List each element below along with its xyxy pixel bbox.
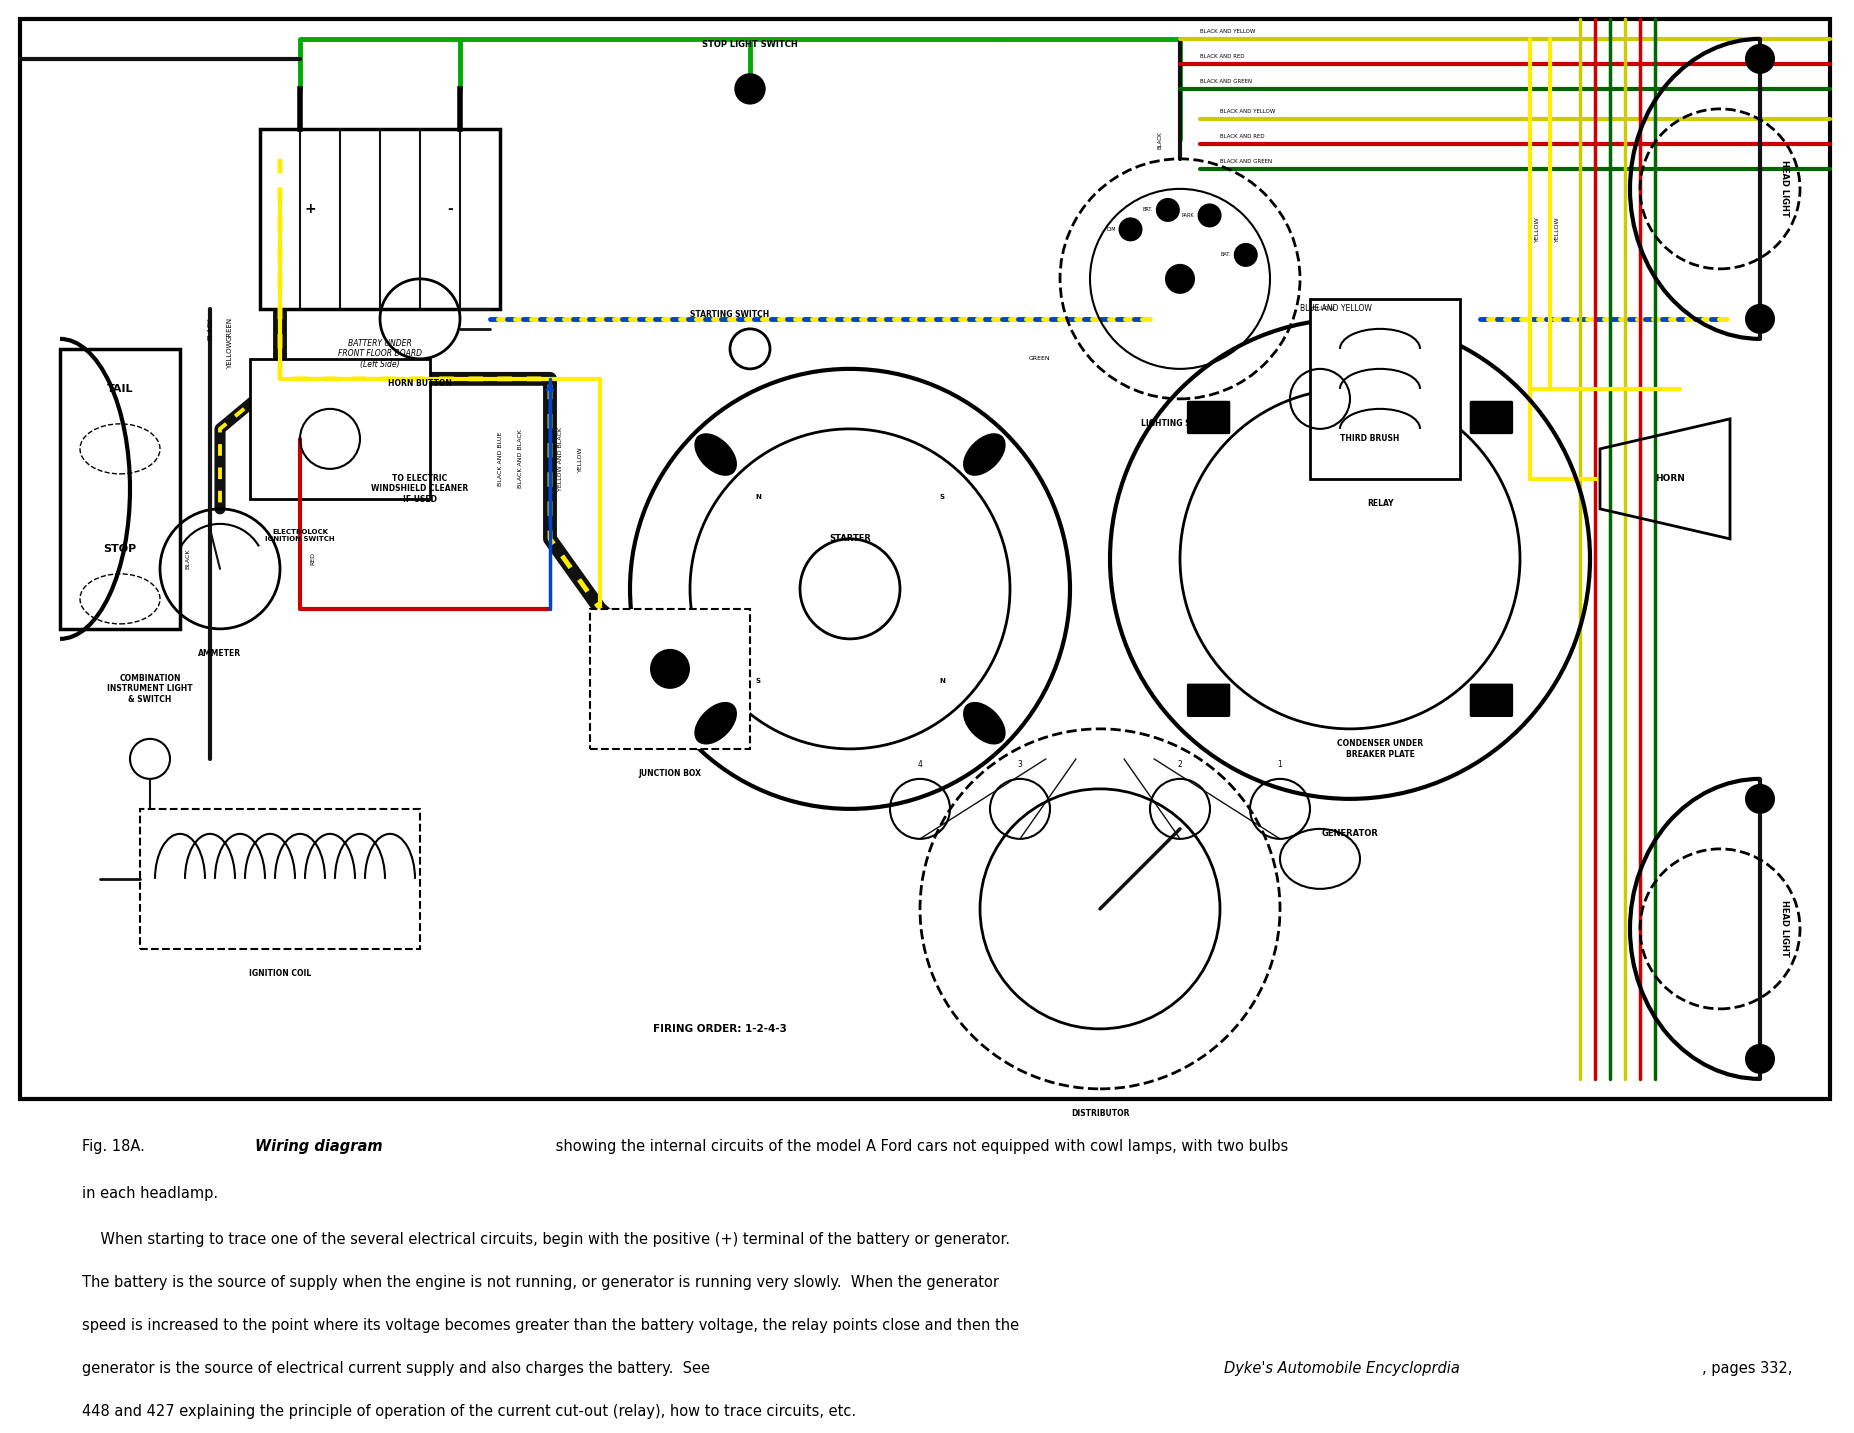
Circle shape	[1118, 218, 1142, 241]
Ellipse shape	[964, 434, 1005, 476]
Text: GENERATOR: GENERATOR	[1322, 828, 1378, 838]
Text: BLACK AND RED: BLACK AND RED	[1220, 133, 1264, 139]
Text: , pages 332,: , pages 332,	[1702, 1361, 1793, 1376]
Circle shape	[1745, 1043, 1774, 1073]
Text: JUNCTION BOX: JUNCTION BOX	[638, 770, 701, 778]
Text: YELLOW: YELLOW	[1535, 216, 1541, 242]
Circle shape	[651, 649, 690, 689]
Text: TO ELECTRIC
WINDSHIELD CLEANER
IF USED: TO ELECTRIC WINDSHIELD CLEANER IF USED	[371, 474, 469, 504]
Ellipse shape	[964, 702, 1005, 744]
Text: speed is increased to the point where its voltage becomes greater than the batte: speed is increased to the point where it…	[82, 1318, 1020, 1333]
Circle shape	[1745, 784, 1774, 814]
Circle shape	[1155, 198, 1179, 222]
Text: FIRING ORDER: 1-2-4-3: FIRING ORDER: 1-2-4-3	[653, 1023, 786, 1033]
Text: BLACK AND GREEN: BLACK AND GREEN	[1220, 159, 1272, 163]
Text: When starting to trace one of the several electrical circuits, begin with the po: When starting to trace one of the severa…	[82, 1232, 1010, 1247]
Text: YELLOW: YELLOW	[226, 341, 234, 368]
Text: STARTING SWITCH: STARTING SWITCH	[690, 310, 769, 320]
Text: 1: 1	[1277, 759, 1283, 770]
Text: YELLOW: YELLOW	[1556, 216, 1559, 242]
Text: CONDENSER UNDER
BREAKER PLATE: CONDENSER UNDER BREAKER PLATE	[1337, 739, 1424, 759]
Text: BRT.: BRT.	[1142, 208, 1153, 212]
Bar	[250, 358, 430, 499]
FancyBboxPatch shape	[1470, 685, 1513, 716]
FancyBboxPatch shape	[1188, 401, 1229, 433]
Text: 4: 4	[918, 759, 923, 770]
Ellipse shape	[695, 702, 736, 744]
Text: BLACK: BLACK	[185, 549, 189, 569]
Text: S: S	[756, 678, 760, 684]
Text: ELECTROLOCK
IGNITION SWITCH: ELECTROLOCK IGNITION SWITCH	[265, 529, 336, 542]
Text: Fig. 18A.: Fig. 18A.	[82, 1139, 154, 1155]
Text: GREEN: GREEN	[1029, 357, 1049, 361]
Text: HORN BUTTON: HORN BUTTON	[387, 378, 452, 388]
Text: 448 and 427 explaining the principle of operation of the current cut-out (relay): 448 and 427 explaining the principle of …	[82, 1404, 857, 1419]
Text: PARK: PARK	[1183, 214, 1194, 218]
Text: N: N	[938, 678, 946, 684]
Circle shape	[1745, 44, 1774, 75]
Text: GREEN: GREEN	[226, 317, 234, 341]
Text: The battery is the source of supply when the engine is not running, or generator: The battery is the source of supply when…	[82, 1275, 999, 1290]
Text: HEAD LIGHT: HEAD LIGHT	[1780, 160, 1789, 218]
Text: RELAY: RELAY	[1366, 499, 1392, 507]
Text: DIM: DIM	[1107, 226, 1116, 232]
Text: 3: 3	[1018, 759, 1022, 770]
Text: Wiring diagram: Wiring diagram	[256, 1139, 384, 1155]
Circle shape	[734, 75, 766, 103]
Text: in each headlamp.: in each headlamp.	[82, 1185, 219, 1201]
Bar	[590, 609, 751, 749]
Circle shape	[1745, 304, 1774, 334]
Text: Dyke's Automobile Encycloprdia: Dyke's Automobile Encycloprdia	[1224, 1361, 1459, 1376]
Text: BLACK AND BLACK: BLACK AND BLACK	[517, 430, 523, 489]
Text: THIRD BRUSH: THIRD BRUSH	[1340, 434, 1400, 443]
Text: 2: 2	[1177, 759, 1183, 770]
Text: LIGHTING SWITCH: LIGHTING SWITCH	[1140, 418, 1220, 428]
FancyBboxPatch shape	[1470, 401, 1513, 433]
Text: YELLOW AND BLACK: YELLOW AND BLACK	[558, 427, 562, 492]
Bar	[260, 129, 501, 310]
Text: -: -	[447, 202, 452, 216]
Text: DISTRIBUTOR: DISTRIBUTOR	[1072, 1109, 1129, 1118]
FancyBboxPatch shape	[1188, 685, 1229, 716]
Circle shape	[1198, 203, 1222, 228]
Text: BLACK AND YELLOW: BLACK AND YELLOW	[1220, 109, 1276, 113]
Text: YELLOW: YELLOW	[577, 446, 582, 471]
Text: AMMETER: AMMETER	[198, 649, 241, 658]
Text: BLACK AND BLUE: BLACK AND BLUE	[497, 431, 502, 486]
Text: BLACK AND YELLOW: BLACK AND YELLOW	[1200, 29, 1255, 34]
Text: generator is the source of electrical current supply and also charges the batter: generator is the source of electrical cu…	[82, 1361, 714, 1376]
Bar	[141, 808, 421, 949]
Text: TAIL: TAIL	[108, 384, 133, 394]
Bar	[1311, 299, 1459, 479]
Text: YELLOW: YELLOW	[1311, 307, 1335, 311]
Text: +: +	[304, 202, 315, 216]
Circle shape	[1233, 244, 1257, 267]
Text: STOP: STOP	[104, 545, 137, 555]
Text: IGNITION COIL: IGNITION COIL	[248, 969, 311, 977]
Circle shape	[1164, 264, 1196, 294]
Text: HEAD LIGHT: HEAD LIGHT	[1780, 900, 1789, 957]
Text: BLACK: BLACK	[1157, 132, 1162, 149]
Text: BLUE AND YELLOW: BLUE AND YELLOW	[1300, 304, 1372, 314]
Text: BATTERY UNDER
FRONT FLOOR BOARD
(Left Side): BATTERY UNDER FRONT FLOOR BOARD (Left Si…	[337, 338, 423, 368]
Text: BLACK: BLACK	[208, 318, 213, 340]
Text: BLACK AND GREEN: BLACK AND GREEN	[1200, 79, 1251, 85]
Text: RED: RED	[310, 552, 315, 566]
Bar	[59, 348, 180, 629]
Text: COMBINATION
INSTRUMENT LIGHT
& SWITCH: COMBINATION INSTRUMENT LIGHT & SWITCH	[108, 674, 193, 704]
Text: BAT.: BAT.	[1220, 252, 1231, 258]
Text: HORN: HORN	[1656, 474, 1685, 483]
Text: N: N	[755, 494, 760, 500]
Text: showing the internal circuits of the model A Ford cars not equipped with cowl la: showing the internal circuits of the mod…	[551, 1139, 1289, 1155]
Text: S: S	[940, 494, 944, 500]
Text: BLACK AND RED: BLACK AND RED	[1200, 54, 1244, 59]
Text: STARTER: STARTER	[829, 535, 871, 543]
Ellipse shape	[695, 434, 736, 476]
Text: STOP LIGHT SWITCH: STOP LIGHT SWITCH	[703, 40, 797, 49]
